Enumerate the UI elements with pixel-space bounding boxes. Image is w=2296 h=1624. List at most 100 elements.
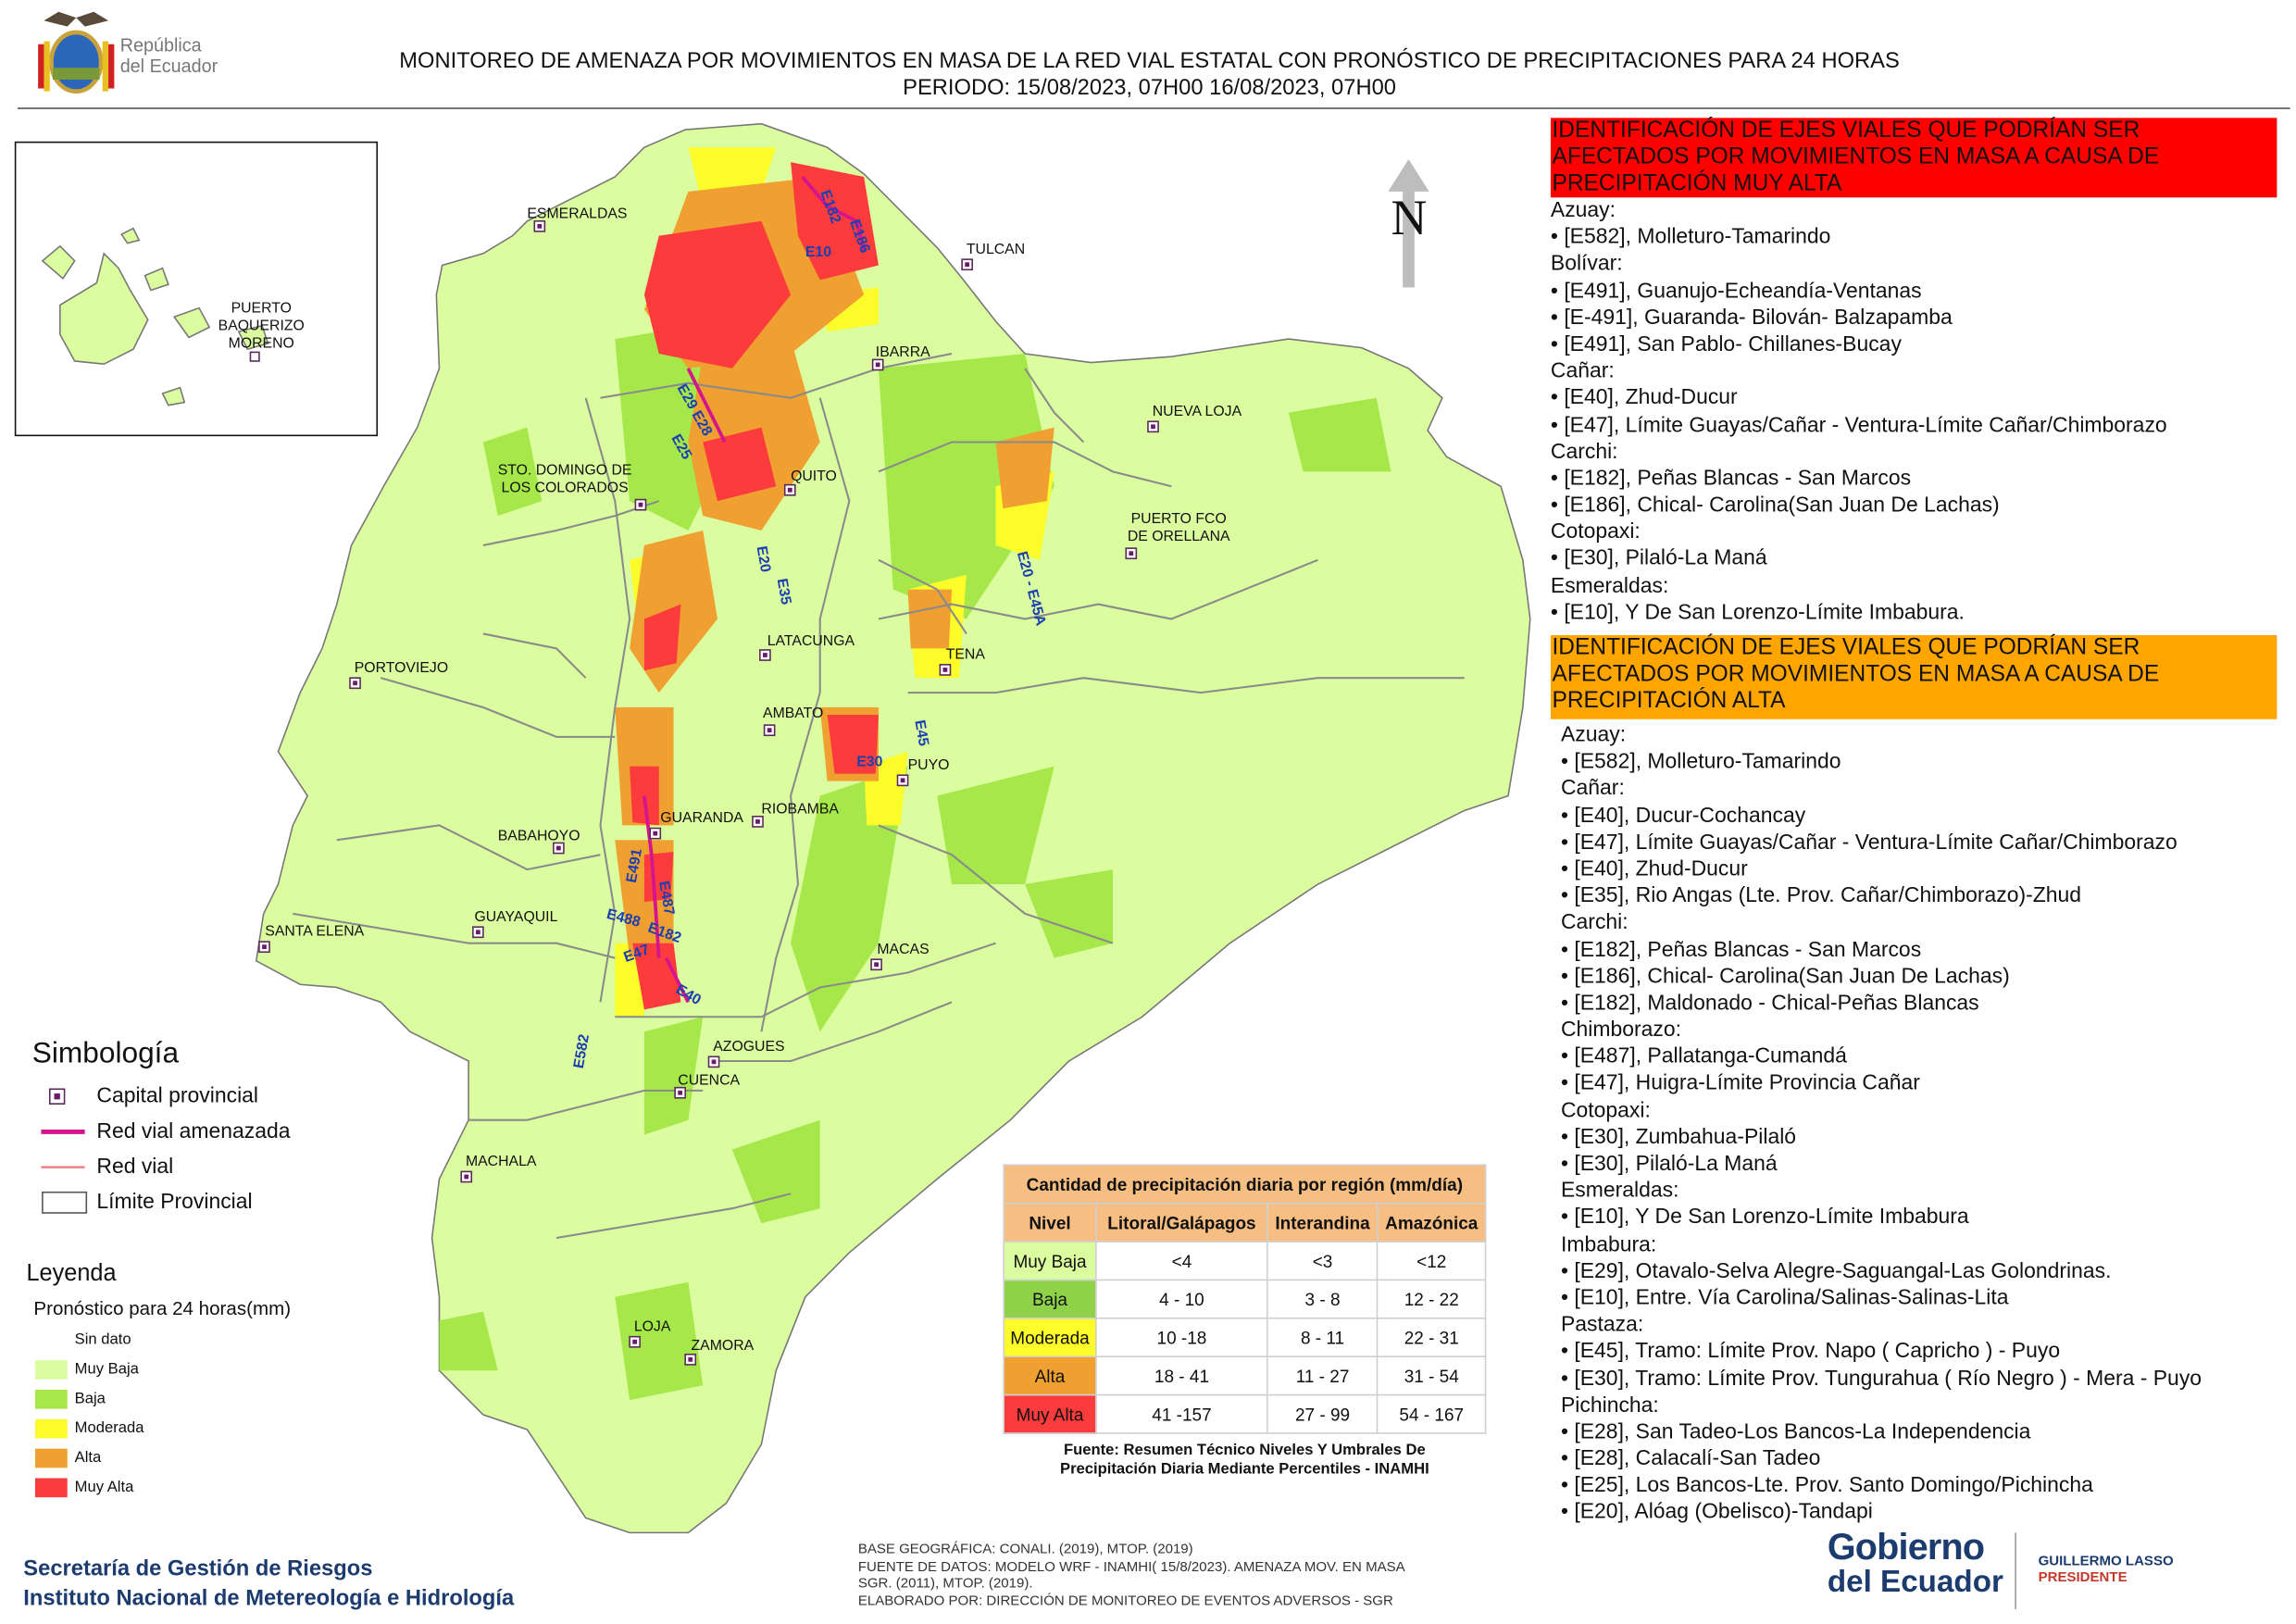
table-cell: 22 - 31 (1377, 1317, 1487, 1357)
road-label: E10 (805, 244, 832, 261)
list-item: Carchi: (1560, 911, 1628, 935)
table-cell: 11 - 27 (1267, 1355, 1379, 1396)
alta-heading: IDENTIFICACIÓN DE EJES VIALES QUE PODRÍA… (1550, 635, 2277, 719)
table-cell: <12 (1377, 1241, 1487, 1281)
list-item: • [E182], Peñas Blancas - San Marcos (1560, 938, 1922, 962)
table-cell: Muy Alta (1003, 1393, 1097, 1434)
org-inamhi: Instituto Nacional de Metereología e Hid… (23, 1585, 515, 1611)
table-cell: 27 - 99 (1267, 1393, 1379, 1434)
list-item: Azuay: (1550, 198, 1616, 223)
coat-of-arms-logo (32, 9, 120, 101)
city-babahoyo: BABAHOYO (497, 828, 580, 845)
list-item: • [E30], Pilaló-La Maná (1560, 1152, 1778, 1177)
list-item: • [E10], Y De San Lorenzo-Límite Imbabur… (1560, 1206, 1969, 1230)
list-item: • [E182], Peñas Blancas - San Marcos (1550, 467, 1912, 491)
road-label: E30 (856, 754, 883, 771)
table-cell: 12 - 22 (1377, 1279, 1487, 1319)
table-cell: <3 (1267, 1241, 1379, 1281)
list-item: Pastaza: (1560, 1313, 1644, 1337)
legend-subtitle: Pronóstico para 24 horas(mm) (33, 1296, 292, 1319)
col-header: Interandina (1267, 1202, 1379, 1243)
city-guaranda: GUARANDA (660, 810, 743, 827)
symbology-capital: Capital provincial (41, 1081, 258, 1111)
table-cell: 3 - 8 (1267, 1279, 1379, 1319)
city-tulcan: TULCAN (966, 242, 1026, 258)
table-cell: Muy Baja (1003, 1241, 1097, 1281)
list-item: • [E491], Guanujo-Echeandía-Ventanas (1550, 279, 1922, 304)
list-item: • [E20], Alóag (Obelisco)-Tandapi (1560, 1501, 1873, 1525)
list-item: Cañar: (1550, 359, 1615, 384)
muy-alta-heading: IDENTIFICACIÓN DE EJES VIALES QUE PODRÍA… (1550, 118, 2277, 198)
precipitation-table: Cantidad de precipitación diaria por reg… (1003, 1164, 1487, 1434)
city-quito: QUITO (791, 468, 837, 485)
logo-text-line1: República (119, 35, 202, 56)
city-macas: MACAS (877, 942, 930, 958)
table-cell: 18 - 41 (1095, 1355, 1268, 1396)
city-riobamba: RIOBAMBA (761, 801, 839, 818)
president-block: GUILLERMO LASSO PRESIDENTE (2038, 1553, 2174, 1586)
logo-text-line2: del Ecuador (119, 56, 218, 77)
city-machala: MACHALA (465, 1154, 537, 1170)
symbology-threatened-road: Red vial amenazada (41, 1119, 291, 1144)
list-item: Cañar: (1560, 777, 1625, 801)
table-cell: 41 -157 (1095, 1393, 1268, 1434)
city-guayaquil: GUAYAQUIL (474, 909, 558, 926)
city-zamora: ZAMORA (691, 1338, 755, 1355)
map-credits: BASE GEOGRÁFICA: CONALI. (2019), MTOP. (… (857, 1541, 1405, 1609)
table-row: Muy Baja <4 <3 <12 (1003, 1241, 1487, 1281)
table-cell: 10 -18 (1095, 1317, 1268, 1357)
city-ambato: AMBATO (763, 706, 824, 722)
table-row: Baja 4 - 10 3 - 8 12 - 22 (1003, 1279, 1487, 1319)
list-item: Imbabura: (1560, 1232, 1657, 1257)
list-item: Azuay: (1560, 723, 1627, 747)
list-item: Cotopaxi: (1550, 520, 1641, 544)
table-row: Muy Alta 41 -157 27 - 99 54 - 167 (1003, 1393, 1487, 1434)
list-item: Chimborazo: (1560, 1018, 1681, 1043)
list-item: • [E10], Entre. Vía Carolina/Salinas-Sal… (1560, 1286, 2009, 1310)
table-cell: <4 (1095, 1241, 1268, 1281)
list-item: • [E40], Ducur-Cochancay (1560, 804, 1806, 828)
list-item: • [E491], San Pablo- Chillanes-Bucay (1550, 332, 1902, 357)
list-item: Cotopaxi: (1560, 1098, 1651, 1123)
table-cell: Alta (1003, 1355, 1097, 1396)
footer-divider (2015, 1532, 2016, 1610)
list-item: • [E30], Tramo: Límite Prov. Tungurahua … (1560, 1367, 2202, 1391)
list-item: • [E40], Zhud-Ducur (1560, 857, 1748, 881)
muy-alta-list: Azuay: • [E582], Molleturo-Tamarindo Bol… (1551, 197, 2167, 626)
list-item: • [E186], Chical- Carolina(San Juan De L… (1550, 493, 2000, 518)
list-item: Carchi: (1550, 440, 1618, 464)
city-cuenca: CUENCA (678, 1072, 741, 1090)
col-header: Litoral/Galápagos (1095, 1202, 1268, 1243)
table-cell: Moderada (1003, 1317, 1097, 1357)
list-item: • [E45], Tramo: Límite Prov. Napo ( Capr… (1560, 1340, 2061, 1364)
list-item: • [E-491], Guaranda- Bilován- Balzapamba (1550, 306, 1953, 331)
city-loja: LOJA (633, 1318, 671, 1336)
list-item: Bolívar: (1550, 252, 1623, 277)
list-item: • [E47], Límite Guayas/Cañar - Ventura-L… (1550, 413, 2167, 437)
table-row: Alta 18 - 41 11 - 27 31 - 54 (1003, 1355, 1487, 1396)
north-label: N (1391, 191, 1428, 246)
list-item: • [E40], Zhud-Ducur (1550, 386, 1738, 410)
list-item: • [E25], Los Bancos-Lte. Prov. Santo Dom… (1560, 1474, 2093, 1498)
table-cell: 8 - 11 (1267, 1317, 1379, 1357)
list-item: Esmeraldas: (1550, 574, 1669, 598)
galapagos-inset: PUERTO BAQUERIZO MORENO (14, 141, 379, 437)
org-sgr: Secretaría de Gestión de Riesgos (23, 1555, 373, 1581)
list-item: Pichincha: (1560, 1393, 1659, 1418)
city-puyo: PUYO (907, 757, 950, 774)
list-item: • [E28], San Tadeo-Los Bancos-La Indepen… (1560, 1420, 2031, 1444)
alta-list: Azuay: • [E582], Molleturo-Tamarindo Cañ… (1561, 722, 2202, 1526)
list-item: • [E30], Pilaló-La Maná (1550, 547, 1767, 571)
gobierno-logo: Gobierno del Ecuador (1827, 1527, 2003, 1599)
north-arrow (1388, 158, 1429, 288)
table-cell: Baja (1003, 1279, 1097, 1319)
inset-city-label: PUERTO BAQUERIZO MORENO (218, 300, 305, 353)
precipitation-table-source: Fuente: Resumen Técnico Niveles Y Umbral… (1060, 1441, 1429, 1479)
table-cell: 54 - 167 (1377, 1393, 1487, 1434)
col-header: Amazónica (1377, 1202, 1487, 1243)
list-item: • [E582], Molleturo-Tamarindo (1550, 225, 1831, 250)
list-item: • [E487], Pallatanga-Cumandá (1560, 1044, 1847, 1069)
list-item: • [E47], Límite Guayas/Cañar - Ventura-L… (1560, 831, 2177, 855)
list-item: • [E29], Otavalo-Selva Alegre-Saguangal-… (1560, 1259, 2112, 1283)
